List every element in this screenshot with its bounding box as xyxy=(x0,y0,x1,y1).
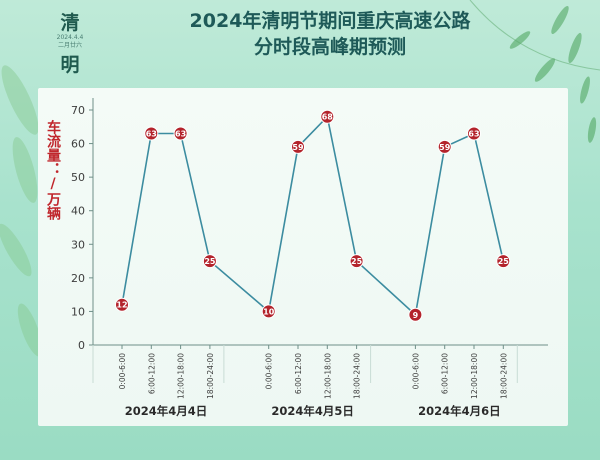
chart-title: 2024年清明节期间重庆高速公路 分时段高峰期预测 xyxy=(120,8,540,60)
title-line-1: 2024年清明节期间重庆高速公路 xyxy=(189,10,471,32)
y-tick-label: 70 xyxy=(71,104,85,117)
data-label: 25 xyxy=(498,257,510,266)
data-point xyxy=(291,139,305,154)
y-tick-label: 10 xyxy=(71,305,85,318)
qingming-badge: 清 2024.4.4 二月廿六 明 xyxy=(50,12,90,76)
x-tick-label: 18:00-24:00 xyxy=(353,353,362,399)
x-tick-label: 12:00-18:00 xyxy=(470,353,479,399)
x-tick-label: 18:00-24:00 xyxy=(499,353,508,399)
badge-lunar-date: 二月廿六 xyxy=(57,42,82,49)
data-point xyxy=(437,139,452,154)
data-point xyxy=(173,126,188,141)
badge-char-2: 明 xyxy=(60,54,80,76)
data-point xyxy=(202,254,217,269)
x-tick-label: 6:00-12:00 xyxy=(441,353,450,394)
data-label: 25 xyxy=(351,257,363,266)
badge-date: 2024.4.4 xyxy=(56,34,84,41)
data-point xyxy=(408,307,423,322)
y-tick-label: 0 xyxy=(78,339,85,352)
badge-char-1: 清 xyxy=(60,12,80,34)
x-tick-label: 6:00-12:00 xyxy=(294,353,303,394)
data-label: 10 xyxy=(263,307,275,316)
data-label: 59 xyxy=(292,143,304,152)
y-tick-label: 20 xyxy=(71,272,85,285)
x-tick-label: 0:00-6:00 xyxy=(411,353,420,390)
data-label: 59 xyxy=(439,143,451,152)
data-label: 63 xyxy=(146,130,157,139)
data-label: 12 xyxy=(116,301,127,310)
x-group-label: 2024年4月6日 xyxy=(418,404,501,418)
data-point xyxy=(115,297,129,312)
x-group-label: 2024年4月5日 xyxy=(271,404,354,418)
data-point xyxy=(467,126,481,141)
y-tick-label: 40 xyxy=(71,205,85,218)
data-point xyxy=(349,254,364,269)
data-label: 68 xyxy=(322,113,334,122)
data-label: 63 xyxy=(468,130,479,139)
data-label: 63 xyxy=(175,130,186,139)
y-tick-label: 60 xyxy=(71,138,85,151)
data-point xyxy=(261,304,276,319)
y-axis-label: 车流量：/万辆 xyxy=(45,120,61,220)
data-point xyxy=(144,126,159,141)
data-point xyxy=(496,254,511,269)
x-tick-label: 12:00-18:00 xyxy=(323,353,332,399)
y-tick-label: 30 xyxy=(71,238,85,251)
data-label: 9 xyxy=(413,311,419,320)
data-point xyxy=(320,109,335,124)
data-label: 25 xyxy=(204,257,216,266)
x-tick-label: 12:00-18:00 xyxy=(177,353,186,399)
x-tick-label: 0:00-6:00 xyxy=(265,353,274,390)
x-tick-label: 18:00-24:00 xyxy=(206,353,215,399)
title-line-2: 分时段高峰期预测 xyxy=(253,36,406,58)
x-tick-label: 0:00-6:00 xyxy=(118,353,127,390)
y-tick-label: 50 xyxy=(71,171,85,184)
x-tick-label: 6:00-12:00 xyxy=(147,353,156,394)
x-group-label: 2024年4月4日 xyxy=(125,404,208,418)
